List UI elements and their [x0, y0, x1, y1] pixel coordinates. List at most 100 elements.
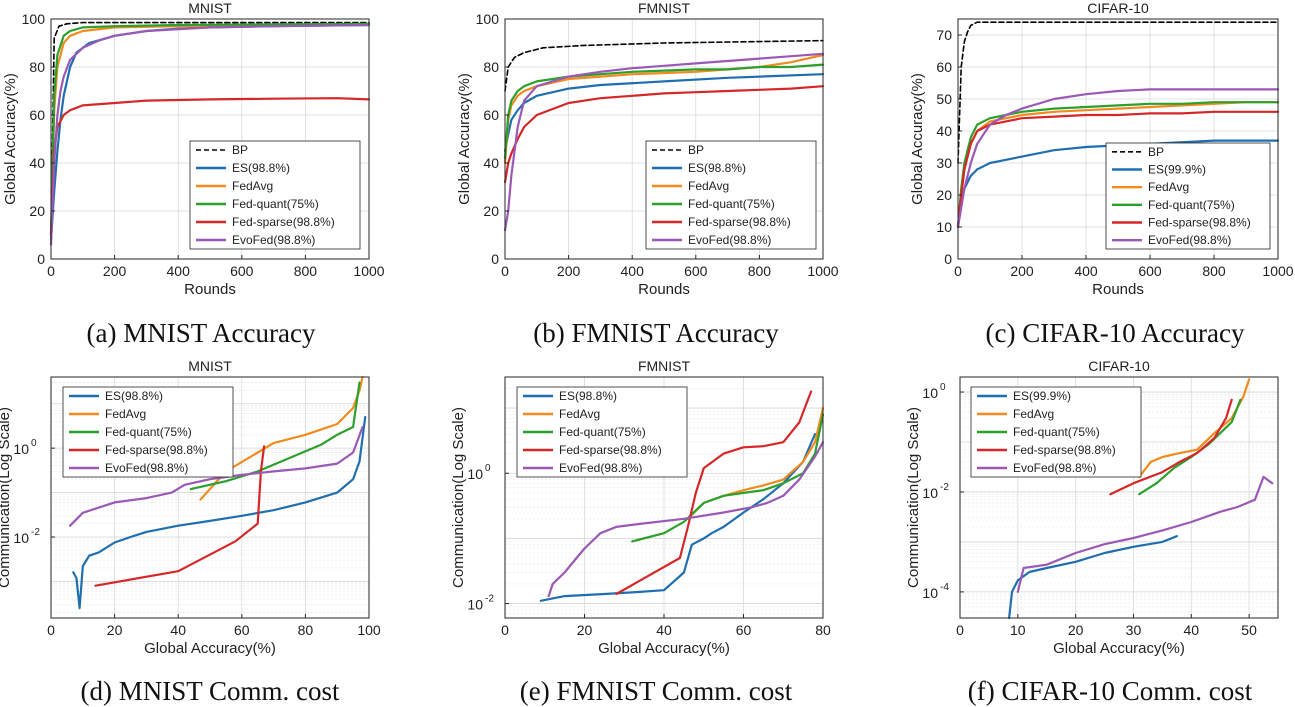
series-line-fed-quant — [956, 101, 1280, 229]
legend-label: EvoFed(98.8%) — [1013, 461, 1096, 475]
x-tick-label: 20 — [577, 622, 593, 638]
legend-label: FedAvg — [1148, 180, 1189, 194]
x-tick-label: 400 — [167, 263, 191, 279]
series-line-bp — [957, 21, 1279, 164]
x-tick-label: 20 — [107, 622, 123, 638]
series-line-es — [539, 432, 817, 602]
legend-label: Fed-sparse(98.8%) — [559, 443, 662, 457]
y-tick-label: 100 — [476, 11, 500, 27]
legend-label: ES(99.9%) — [1148, 163, 1206, 177]
chart-title: CIFAR-10 — [1087, 0, 1149, 16]
x-axis-label: Global Accuracy(%) — [1053, 640, 1185, 657]
x-axis-label: Rounds — [638, 281, 690, 298]
legend-label: Fed-quant(75%) — [559, 425, 646, 439]
x-tick-label: 800 — [748, 263, 772, 279]
legend-label: ES(98.8%) — [105, 389, 163, 403]
y-tick-exponent: 0 — [485, 463, 491, 474]
axes-frame — [50, 18, 370, 260]
caption-b: (b) FMNIST Accuracy — [533, 318, 779, 348]
y-tick-label: 10 — [922, 485, 938, 501]
x-tick-label: 600 — [684, 263, 708, 279]
caption-e: (e) FMNIST Comm. cost — [520, 676, 793, 706]
legend-label: ES(98.8%) — [232, 161, 290, 175]
series-line-fed-sparse — [503, 85, 825, 184]
legend-box — [645, 140, 817, 250]
grid — [50, 18, 370, 260]
legend-box — [1105, 142, 1271, 250]
legend-label: EvoFed(98.8%) — [688, 233, 771, 247]
legend: ES(98.8%) FedAvg Fed-quant(75%) Fed-sparse(… — [516, 386, 688, 478]
legend-label: FedAvg — [232, 179, 273, 193]
y-tick-label: 0 — [944, 251, 952, 267]
y-tick-label: 20 — [936, 187, 952, 203]
y-tick-label: 10 — [936, 219, 952, 235]
x-tick-label: 200 — [557, 263, 581, 279]
x-tick-label: 20 — [1068, 622, 1084, 638]
y-axis-label: Communication(Log Scale) — [0, 407, 13, 588]
series-group — [539, 390, 825, 602]
x-axis-label: Rounds — [184, 281, 236, 298]
x-tick-label: 400 — [1074, 263, 1098, 279]
legend-label: Fed-quant(75%) — [688, 197, 775, 211]
legend-label: Fed-sparse(98.8%) — [688, 215, 791, 229]
y-axis-label: Global Accuracy(%) — [2, 73, 19, 205]
y-tick-label: 10 — [467, 597, 483, 613]
legend-label: FedAvg — [688, 179, 729, 193]
x-axis-label: Global Accuracy(%) — [598, 640, 730, 657]
y-tick-label: 100 — [22, 11, 46, 27]
y-tick-label: 20 — [483, 203, 499, 219]
x-tick-label: 1000 — [353, 263, 384, 279]
legend: BP ES(98.8%) FedAvg Fed-quant(75%) Fed-spars… — [189, 140, 361, 250]
x-tick-label: 40 — [170, 622, 186, 638]
y-tick-label: 10 — [922, 385, 938, 401]
y-tick-exponent: -2 — [940, 482, 949, 493]
x-tick-label: 200 — [103, 263, 127, 279]
legend-label: FedAvg — [105, 407, 146, 421]
y-tick-label: 10 — [922, 585, 938, 601]
x-tick-label: 50 — [1241, 622, 1257, 638]
y-tick-label: 80 — [483, 59, 499, 75]
series-line-fed-sparse — [1109, 398, 1233, 496]
series-line-bp — [504, 39, 824, 92]
x-tick-label: 100 — [357, 622, 381, 638]
y-axis-label: Communication(Log Scale) — [905, 407, 922, 588]
series-line-es — [72, 416, 367, 610]
caption-a: (a) MNIST Accuracy — [87, 318, 316, 348]
axes-frame — [959, 376, 1279, 619]
legend-label: EvoFed(98.8%) — [1148, 233, 1231, 247]
x-tick-label: 0 — [501, 263, 509, 279]
legend-label: EvoFed(98.8%) — [559, 461, 642, 475]
y-tick-label: 40 — [29, 155, 45, 171]
series-group — [68, 375, 367, 610]
series-line-evofed — [68, 425, 364, 527]
y-axis-label: Global Accuracy(%) — [909, 73, 926, 205]
legend-label: Fed-quant(75%) — [232, 197, 319, 211]
caption-c: (c) CIFAR-10 Accuracy — [986, 318, 1245, 348]
x-tick-label: 10 — [1010, 622, 1026, 638]
y-tick-label: 20 — [29, 203, 45, 219]
series-group — [49, 21, 371, 246]
series-line-fed-sparse — [615, 390, 813, 596]
series-line-fed-quant — [503, 63, 825, 160]
x-tick-label: 600 — [230, 263, 254, 279]
legend: BP ES(99.9%) FedAvg Fed-quant(75%) Fed-spars… — [1105, 142, 1271, 250]
x-tick-label: 60 — [234, 622, 250, 638]
legend-label: Fed-sparse(98.8%) — [1013, 443, 1116, 457]
chart-1: 0 200 400 600 800 1000 0 20 40 60 80 100 MNIST Rounds… — [2, 0, 385, 298]
x-tick-label: 80 — [298, 622, 314, 638]
legend-label: ES(98.8%) — [559, 389, 617, 403]
y-tick-label: 10 — [13, 530, 29, 546]
y-tick-label: 10 — [467, 466, 483, 482]
series-group — [956, 21, 1280, 229]
legend: ES(98.8%) FedAvg Fed-quant(75%) Fed-sparse(… — [62, 386, 234, 478]
x-tick-label: 0 — [956, 622, 964, 638]
series-line-fed-sparse — [956, 110, 1280, 229]
x-tick-label: 40 — [656, 622, 672, 638]
legend-label: EvoFed(98.8%) — [105, 461, 188, 475]
y-tick-label: 50 — [936, 91, 952, 107]
axes-frame — [50, 376, 370, 619]
x-axis-label: Global Accuracy(%) — [144, 640, 276, 657]
x-tick-label: 0 — [47, 263, 55, 279]
x-tick-label: 60 — [736, 622, 752, 638]
